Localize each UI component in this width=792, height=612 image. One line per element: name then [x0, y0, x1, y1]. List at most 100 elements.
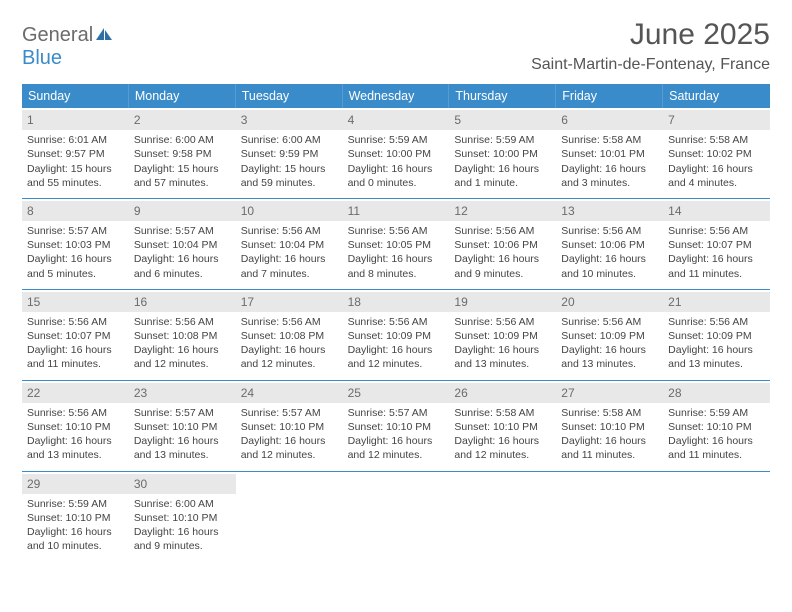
location: Saint-Martin-de-Fontenay, France — [531, 56, 770, 74]
day-cell — [236, 472, 343, 562]
sunrise-line: Sunrise: 5:57 AM — [134, 224, 231, 238]
sunrise-line: Sunrise: 5:58 AM — [561, 406, 658, 420]
week-row: 1Sunrise: 6:01 AMSunset: 9:57 PMDaylight… — [22, 108, 770, 199]
daylight-line: Daylight: 16 hours and 13 minutes. — [27, 434, 124, 462]
daylight-line: Daylight: 16 hours and 12 minutes. — [454, 434, 551, 462]
sunrise-line: Sunrise: 5:57 AM — [241, 406, 338, 420]
day-number: 13 — [556, 201, 663, 221]
sunset-line: Sunset: 10:03 PM — [27, 238, 124, 252]
day-number: 15 — [22, 292, 129, 312]
sunset-line: Sunset: 10:08 PM — [134, 329, 231, 343]
sunset-line: Sunset: 10:10 PM — [27, 420, 124, 434]
sunrise-line: Sunrise: 5:57 AM — [27, 224, 124, 238]
daylight-line: Daylight: 16 hours and 5 minutes. — [27, 252, 124, 280]
week-row: 8Sunrise: 5:57 AMSunset: 10:03 PMDayligh… — [22, 199, 770, 290]
daylight-line: Daylight: 16 hours and 6 minutes. — [134, 252, 231, 280]
sunrise-line: Sunrise: 5:56 AM — [348, 224, 445, 238]
sunset-line: Sunset: 9:57 PM — [27, 147, 124, 161]
day-number: 12 — [449, 201, 556, 221]
daylight-line: Daylight: 16 hours and 9 minutes. — [454, 252, 551, 280]
weekday-header: Friday — [556, 84, 663, 108]
sunset-line: Sunset: 10:07 PM — [668, 238, 765, 252]
daylight-line: Daylight: 16 hours and 7 minutes. — [241, 252, 338, 280]
day-number: 25 — [343, 383, 450, 403]
sunset-line: Sunset: 10:07 PM — [27, 329, 124, 343]
sunset-line: Sunset: 10:10 PM — [134, 420, 231, 434]
day-cell — [663, 472, 770, 562]
sunset-line: Sunset: 10:09 PM — [561, 329, 658, 343]
day-number: 20 — [556, 292, 663, 312]
sunset-line: Sunset: 10:00 PM — [348, 147, 445, 161]
sunset-line: Sunset: 10:04 PM — [241, 238, 338, 252]
daylight-line: Daylight: 16 hours and 12 minutes. — [348, 343, 445, 371]
day-cell: 11Sunrise: 5:56 AMSunset: 10:05 PMDaylig… — [343, 199, 450, 289]
sunrise-line: Sunrise: 5:56 AM — [27, 315, 124, 329]
daylight-line: Daylight: 16 hours and 12 minutes. — [241, 343, 338, 371]
sunset-line: Sunset: 10:00 PM — [454, 147, 551, 161]
daylight-line: Daylight: 16 hours and 13 minutes. — [668, 343, 765, 371]
sunrise-line: Sunrise: 5:56 AM — [668, 224, 765, 238]
sunset-line: Sunset: 10:10 PM — [241, 420, 338, 434]
day-cell: 13Sunrise: 5:56 AMSunset: 10:06 PMDaylig… — [556, 199, 663, 289]
sunrise-line: Sunrise: 5:59 AM — [668, 406, 765, 420]
day-number: 11 — [343, 201, 450, 221]
daylight-line: Daylight: 15 hours and 57 minutes. — [134, 162, 231, 190]
sunrise-line: Sunrise: 5:56 AM — [27, 406, 124, 420]
daylight-line: Daylight: 16 hours and 13 minutes. — [134, 434, 231, 462]
day-cell: 21Sunrise: 5:56 AMSunset: 10:09 PMDaylig… — [663, 290, 770, 380]
day-number: 19 — [449, 292, 556, 312]
sunset-line: Sunset: 9:59 PM — [241, 147, 338, 161]
brand-word-2: Blue — [22, 47, 62, 69]
day-cell: 5Sunrise: 5:59 AMSunset: 10:00 PMDayligh… — [449, 108, 556, 198]
sunset-line: Sunset: 10:10 PM — [561, 420, 658, 434]
day-number: 7 — [663, 110, 770, 130]
day-cell: 25 Sunrise: 5:57 AMSunset: 10:10 PMDaylig… — [343, 381, 450, 471]
week-row: 29Sunrise: 5:59 AMSunset: 10:10 PMDaylig… — [22, 472, 770, 562]
sunrise-line: Sunrise: 5:59 AM — [454, 133, 551, 147]
daylight-line: Daylight: 16 hours and 8 minutes. — [348, 252, 445, 280]
daylight-line: Daylight: 16 hours and 11 minutes. — [561, 434, 658, 462]
day-cell: 29Sunrise: 5:59 AMSunset: 10:10 PMDaylig… — [22, 472, 129, 562]
weekday-header: Thursday — [449, 84, 556, 108]
day-number: 9 — [129, 201, 236, 221]
daylight-line: Daylight: 16 hours and 4 minutes. — [668, 162, 765, 190]
day-number: 22 — [22, 383, 129, 403]
day-number: 1 — [22, 110, 129, 130]
sunset-line: Sunset: 10:06 PM — [561, 238, 658, 252]
brand-word-1: General — [22, 24, 93, 46]
sunset-line: Sunset: 10:10 PM — [27, 511, 124, 525]
daylight-line: Daylight: 16 hours and 12 minutes. — [241, 434, 338, 462]
sunset-line: Sunset: 10:09 PM — [348, 329, 445, 343]
day-number: 16 — [129, 292, 236, 312]
day-number: 4 — [343, 110, 450, 130]
sunrise-line: Sunrise: 5:58 AM — [454, 406, 551, 420]
day-cell: 23Sunrise: 5:57 AMSunset: 10:10 PMDaylig… — [129, 381, 236, 471]
sunrise-line: Sunrise: 6:00 AM — [241, 133, 338, 147]
sunrise-line: Sunrise: 5:56 AM — [561, 315, 658, 329]
day-cell: 4Sunrise: 5:59 AMSunset: 10:00 PMDayligh… — [343, 108, 450, 198]
daylight-line: Daylight: 16 hours and 11 minutes. — [27, 343, 124, 371]
sunrise-line: Sunrise: 5:57 AM — [348, 406, 445, 420]
day-cell: 20Sunrise: 5:56 AMSunset: 10:09 PMDaylig… — [556, 290, 663, 380]
daylight-line: Daylight: 16 hours and 3 minutes. — [561, 162, 658, 190]
day-cell: 12Sunrise: 5:56 AMSunset: 10:06 PMDaylig… — [449, 199, 556, 289]
calendar: Sunday Monday Tuesday Wednesday Thursday… — [22, 84, 770, 561]
day-cell: 2Sunrise: 6:00 AMSunset: 9:58 PMDaylight… — [129, 108, 236, 198]
day-cell — [449, 472, 556, 562]
sunrise-line: Sunrise: 5:56 AM — [348, 315, 445, 329]
daylight-line: Daylight: 16 hours and 9 minutes. — [134, 525, 231, 553]
sunset-line: Sunset: 10:01 PM — [561, 147, 658, 161]
day-cell: 1Sunrise: 6:01 AMSunset: 9:57 PMDaylight… — [22, 108, 129, 198]
weekday-header: Tuesday — [236, 84, 343, 108]
day-cell: 16Sunrise: 5:56 AMSunset: 10:08 PMDaylig… — [129, 290, 236, 380]
week-row: 22Sunrise: 5:56 AMSunset: 10:10 PMDaylig… — [22, 381, 770, 472]
sunset-line: Sunset: 10:06 PM — [454, 238, 551, 252]
day-cell: 26Sunrise: 5:58 AMSunset: 10:10 PMDaylig… — [449, 381, 556, 471]
sunset-line: Sunset: 10:10 PM — [348, 420, 445, 434]
day-cell: 19Sunrise: 5:56 AMSunset: 10:09 PMDaylig… — [449, 290, 556, 380]
calendar-page: General Blue June 2025 Saint-Martin-de-F… — [0, 0, 792, 571]
day-number: 10 — [236, 201, 343, 221]
daylight-line: Daylight: 16 hours and 12 minutes. — [348, 434, 445, 462]
sunrise-line: Sunrise: 5:56 AM — [134, 315, 231, 329]
day-cell: 28Sunrise: 5:59 AMSunset: 10:10 PMDaylig… — [663, 381, 770, 471]
